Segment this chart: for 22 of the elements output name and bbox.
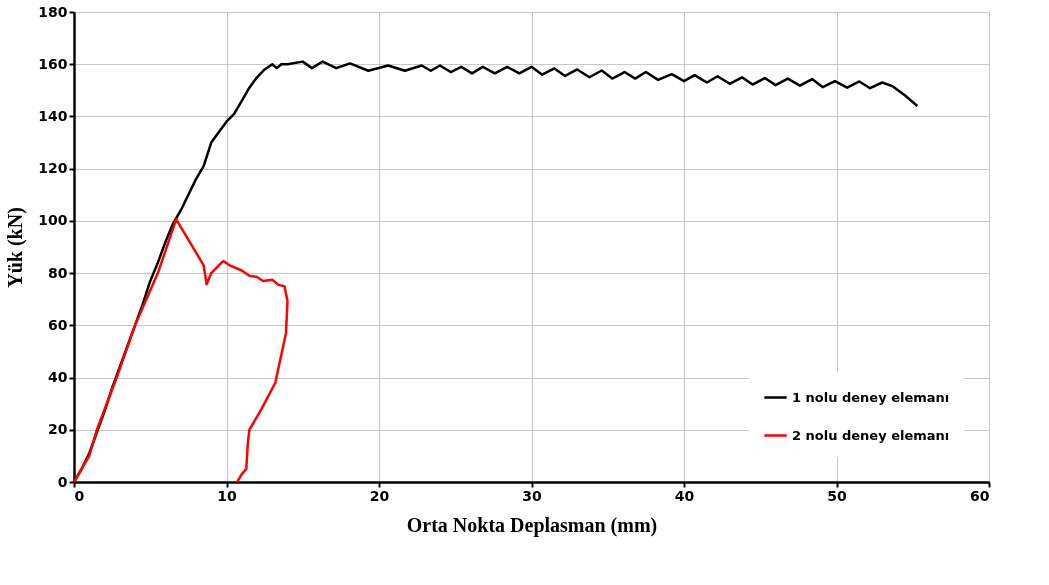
y-tick-label: 160	[38, 55, 68, 72]
x-tick-label: 10	[217, 487, 237, 504]
y-tick-label: 120	[38, 160, 68, 177]
y-axis-title: Yük (kN)	[4, 207, 28, 288]
legend-label: 1 nolu deney elemanı	[792, 389, 950, 405]
x-tick-label: 20	[369, 487, 390, 504]
y-tick-label: 20	[48, 421, 68, 438]
legend-label: 2 nolu deney elemanı	[792, 427, 950, 443]
y-tick-label: 140	[38, 107, 68, 124]
x-tick-label: 30	[522, 487, 542, 504]
y-tick-label: 100	[38, 212, 68, 229]
line-series	[72, 218, 289, 484]
y-tick-label: 0	[57, 473, 68, 490]
x-tick-label: 0	[74, 487, 85, 504]
x-axis-title: Orta Nokta Deplasman (mm)	[406, 513, 658, 537]
y-tick-label: 180	[38, 3, 68, 20]
x-tick-label: 50	[827, 487, 847, 504]
y-tick-label: 40	[48, 369, 68, 386]
y-tick-label: 60	[48, 316, 68, 333]
y-tick-label: 80	[48, 264, 68, 281]
x-tick-label: 40	[674, 487, 695, 504]
x-tick-label: 60	[970, 487, 990, 504]
